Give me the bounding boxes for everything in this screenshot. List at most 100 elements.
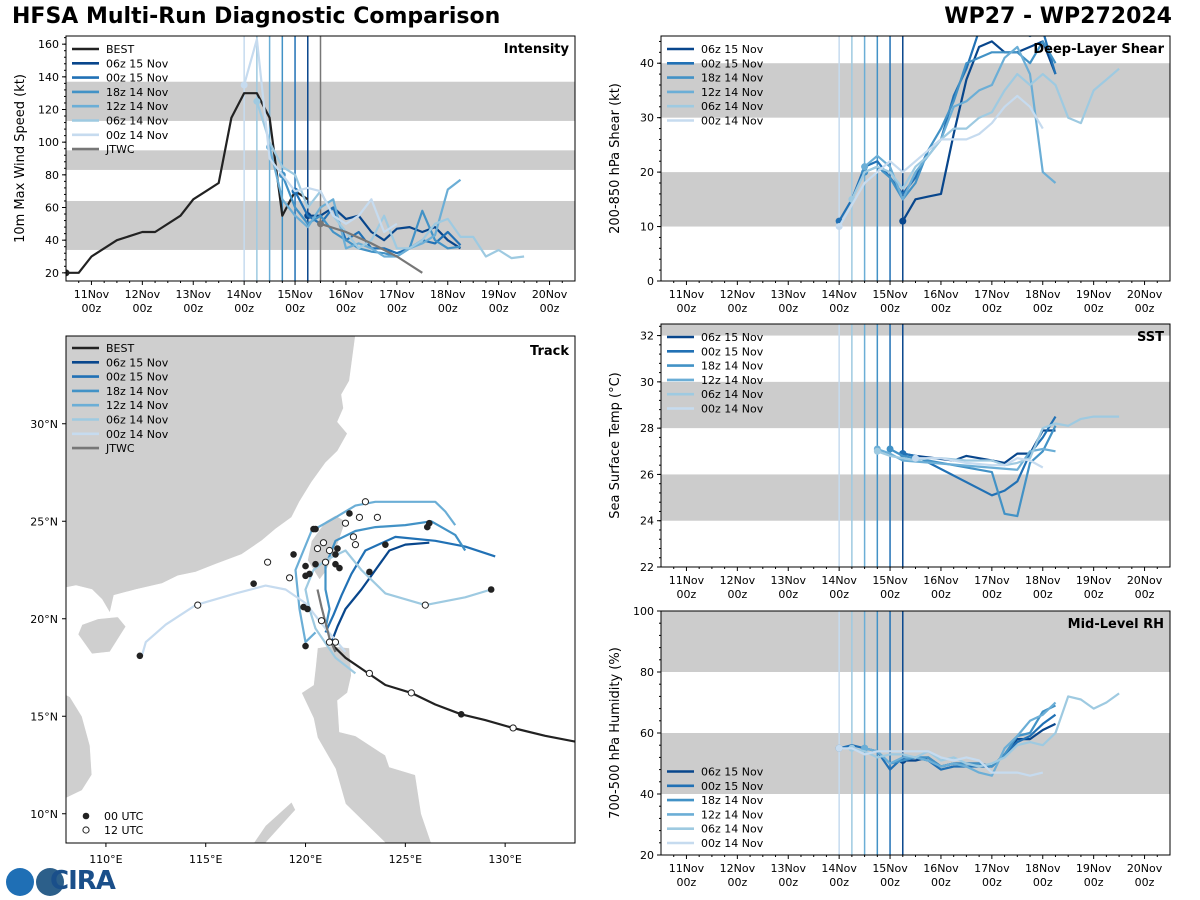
x-tick-label: 13Nov (771, 288, 807, 301)
x-tick-label: 13Nov (771, 574, 807, 587)
series-line-run_00z15 (838, 36, 1057, 222)
position-12utc-marker (313, 544, 322, 553)
y-tick-label: 30 (640, 376, 654, 389)
land-mass (253, 801, 296, 843)
x-tick-label: 17Nov (974, 862, 1010, 875)
position-12utc-marker (341, 519, 350, 527)
y-tick-label: 60 (640, 727, 654, 740)
position-00utc-marker (312, 525, 319, 533)
legend-label: 12z 14 Nov (701, 374, 764, 387)
series-start-point (899, 217, 907, 225)
legend-label: 18z 14 Nov (701, 360, 764, 373)
position-12utc-marker (361, 498, 370, 506)
x-tick-label: 00z (677, 588, 697, 601)
rh-panel: 2040608010011Nov00z12Nov00z13Nov00z14Nov… (608, 605, 1171, 889)
y-tick-label: 26 (640, 468, 654, 481)
position-12utc-marker (317, 617, 326, 625)
series-line-run_00z14 (243, 38, 398, 234)
x-tick-label: 00z (727, 876, 747, 889)
x-tick-label: 15Nov (872, 574, 908, 587)
x-tick-label: 20Nov (532, 288, 568, 301)
shear-panel: 01020304011Nov00z12Nov00z13Nov00z14Nov00… (608, 35, 1171, 315)
x-tick-label: 00z (982, 588, 1002, 601)
x-tick-label: 00z (677, 876, 697, 889)
series-line-run_18z14 (864, 40, 1057, 201)
y-tick-label: 160 (38, 38, 59, 51)
lon-tick-label: 115°E (189, 853, 222, 866)
position-12utc-marker (407, 689, 415, 697)
legend-label: 06z 15 Nov (701, 331, 764, 344)
track-line-run_06z14 (304, 549, 492, 675)
y-axis-label: 700-500 hPa Humidity (%) (608, 647, 623, 819)
x-tick-label: 00z (931, 588, 951, 601)
shading-band (661, 474, 1170, 521)
position-12utc-marker (319, 539, 328, 547)
land-mass (301, 645, 432, 843)
x-tick-label: 11Nov (74, 288, 110, 301)
shading-band (661, 611, 1170, 672)
land-mass (77, 616, 127, 655)
map-group (66, 336, 575, 843)
x-tick-label: 18Nov (1025, 862, 1061, 875)
x-tick-label: 00z (387, 302, 407, 315)
x-tick-label: 00z (438, 302, 458, 315)
position-00utc-marker (332, 551, 339, 558)
y-tick-label: 22 (640, 561, 654, 574)
x-tick-label: 00z (677, 302, 697, 315)
y-tick-label: 20 (45, 267, 59, 280)
x-tick-label: 00z (336, 302, 356, 315)
x-tick-label: 17Nov (379, 288, 415, 301)
y-tick-label: 28 (640, 422, 654, 435)
legend-label: 18z 14 Nov (106, 86, 169, 99)
y-tick-label: 100 (633, 605, 654, 618)
position-00utc-marker (306, 570, 313, 578)
y-tick-label: 40 (640, 788, 654, 801)
lon-tick-label: 110°E (89, 853, 122, 866)
axes-frame (65, 335, 576, 844)
x-tick-label: 14Nov (226, 288, 262, 301)
legend-label: 12 UTC (104, 824, 144, 837)
track-line-run_12z14 (294, 500, 457, 644)
position-12utc-marker (349, 533, 358, 541)
x-tick-label: 00z (1033, 876, 1053, 889)
x-tick-label: 00z (234, 302, 254, 315)
track-line-best (328, 641, 575, 743)
legend-label: 00 UTC (104, 810, 144, 823)
sst-panel: 22242628303211Nov00z12Nov00z13Nov00z14No… (608, 323, 1171, 601)
series-group (873, 415, 1120, 518)
land-mass (66, 336, 356, 614)
legend-label: JTWC (105, 442, 135, 455)
x-tick-label: 19Nov (1076, 862, 1112, 875)
legend-label: 06z 14 Nov (106, 115, 169, 128)
x-tick-label: 00z (931, 302, 951, 315)
position-12utc-marker (355, 513, 364, 521)
legend-label: 06z 15 Nov (701, 43, 764, 56)
series-start-point (835, 223, 843, 231)
position-00utc-marker (300, 603, 307, 611)
x-tick-label: 11Nov (669, 288, 705, 301)
legend-label: 00z 14 Nov (701, 837, 764, 850)
series-line-run_12z14 (876, 447, 1056, 471)
series-group (66, 38, 525, 277)
x-tick-label: 00z (778, 302, 798, 315)
lat-tick-label: 25°N (30, 515, 58, 528)
series-line-run_00z14 (838, 94, 1044, 228)
legend-label: 06z 14 Nov (106, 414, 169, 427)
position-12utc-marker (331, 638, 340, 646)
position-00utc-marker (250, 580, 257, 587)
x-tick-label: 15Nov (872, 288, 908, 301)
position-00utc-marker (302, 562, 309, 570)
legend-label: 12z 14 Nov (701, 808, 764, 821)
x-tick-label: 00z (1084, 588, 1104, 601)
position-12utc-marker (421, 601, 429, 609)
x-tick-label: 16Nov (923, 288, 959, 301)
legend-label: 00z 15 Nov (701, 57, 764, 70)
x-tick-label: 00z (1033, 302, 1053, 315)
shading-band (661, 381, 1170, 429)
y-tick-label: 20 (640, 849, 654, 862)
y-axis-label: 200-850 hPa Shear (kt) (608, 83, 623, 234)
series-start-point (873, 447, 881, 455)
position-00utc-marker (312, 560, 319, 568)
x-tick-label: 12Nov (125, 288, 161, 301)
